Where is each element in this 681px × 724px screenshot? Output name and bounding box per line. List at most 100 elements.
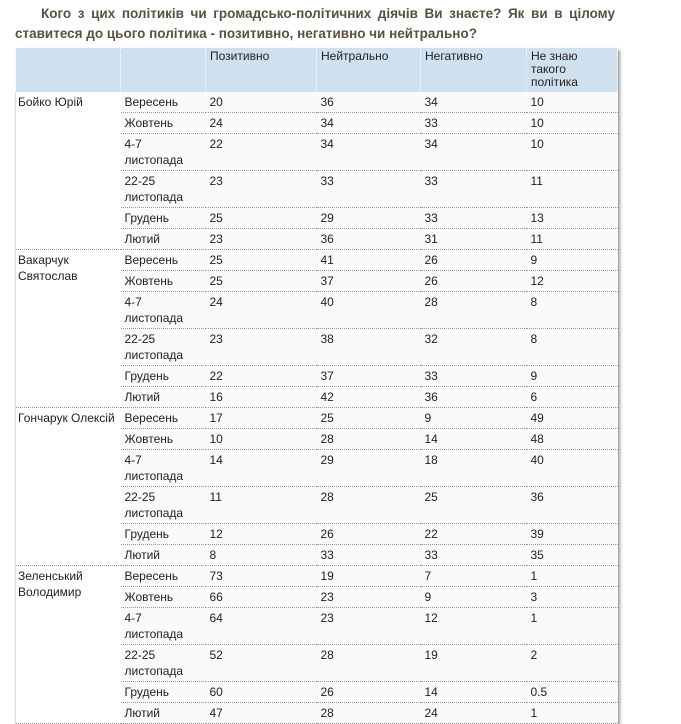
negative-cell: 25 [420, 486, 527, 524]
positive-cell: 60 [205, 681, 317, 703]
neutral-cell: 34 [316, 133, 421, 171]
dont-know-cell: 6 [526, 386, 618, 408]
period-cell: 22-25 листопада [120, 328, 206, 366]
positive-cell: 10 [205, 428, 317, 450]
positive-cell: 24 [205, 112, 317, 134]
negative-cell: 24 [420, 702, 527, 724]
neutral-cell: 29 [316, 449, 421, 487]
dont-know-cell: 0.5 [526, 681, 618, 703]
negative-cell: 34 [420, 133, 527, 171]
positive-cell: 14 [205, 449, 317, 487]
table-row: Вакарчук Святослав Вересень 25 41 26 9 [15, 249, 618, 408]
period-cell: 22-25 листопада [120, 644, 206, 682]
table-row: 22-25 листопада 23 33 33 11 [16, 170, 618, 208]
period-cell: 4-7 листопада [120, 133, 206, 171]
positive-cell: 8 [205, 544, 317, 566]
politician-name: Зеленський Володимир [15, 565, 121, 724]
header-neutral: Нейтрально [316, 48, 421, 92]
positive-cell: 22 [205, 133, 317, 171]
neutral-cell: 29 [316, 207, 421, 229]
table-row: 4-7 листопада 14 29 18 40 [16, 449, 618, 487]
table-row: Лютий 23 36 31 11 [16, 228, 618, 250]
neutral-cell: 19 [316, 565, 421, 587]
dont-know-cell: 39 [526, 523, 618, 545]
table-row: Жовтень 24 34 33 10 [16, 112, 618, 134]
neutral-cell: 23 [316, 586, 421, 608]
period-cell: Грудень [120, 523, 206, 545]
positive-cell: 25 [205, 249, 317, 271]
politician-name: Бойко Юрій [15, 92, 121, 250]
period-cell: 4-7 листопада [120, 291, 206, 329]
period-cell: Лютий [120, 544, 206, 566]
positive-cell: 73 [205, 565, 317, 587]
period-cell: Вересень [120, 407, 206, 429]
period-cell: 4-7 листопада [120, 449, 206, 487]
neutral-cell: 28 [316, 702, 421, 724]
dont-know-cell: 1 [526, 607, 618, 645]
positive-cell: 23 [205, 170, 317, 208]
header-dont-know: Не знаю такого політика [526, 48, 618, 92]
positive-cell: 11 [205, 486, 317, 524]
period-cell: Жовтень [120, 428, 206, 450]
table-row: Грудень 25 29 33 13 [16, 207, 618, 229]
positive-cell: 23 [205, 228, 317, 250]
positive-cell: 16 [205, 386, 317, 408]
period-cell: Жовтень [120, 586, 206, 608]
dont-know-cell: 10 [526, 112, 618, 134]
negative-cell: 31 [420, 228, 527, 250]
neutral-cell: 28 [316, 486, 421, 524]
table-row: 4-7 листопада 24 40 28 8 [16, 291, 618, 329]
neutral-cell: 41 [316, 249, 421, 271]
header-positive: Позитивно [205, 48, 317, 92]
positive-cell: 47 [205, 702, 317, 724]
dont-know-cell: 49 [526, 407, 618, 429]
table-row: Гончарук Олексій Вересень 17 25 9 49 [15, 407, 618, 566]
positive-cell: 25 [205, 270, 317, 292]
period-cell: Вересень [120, 249, 206, 271]
negative-cell: 19 [420, 644, 527, 682]
positive-cell: 66 [205, 586, 317, 608]
table-row: Зеленський Володимир Вересень 73 19 7 1 [15, 565, 618, 724]
dont-know-cell: 11 [526, 170, 618, 208]
period-cell: Лютий [120, 228, 206, 250]
neutral-cell: 28 [316, 428, 421, 450]
dont-know-cell: 48 [526, 428, 618, 450]
neutral-cell: 34 [316, 112, 421, 134]
negative-cell: 12 [420, 607, 527, 645]
dont-know-cell: 9 [526, 249, 618, 271]
dont-know-cell: 12 [526, 270, 618, 292]
header-period [120, 48, 206, 92]
table-row: 22-25 листопада 11 28 25 36 [16, 486, 618, 524]
dont-know-cell: 13 [526, 207, 618, 229]
positive-cell: 64 [205, 607, 317, 645]
dont-know-cell: 1 [526, 565, 618, 587]
neutral-cell: 33 [316, 170, 421, 208]
question-text: Кого з цих політиків чи громадсько-політ… [15, 6, 615, 41]
negative-cell: 33 [420, 544, 527, 566]
negative-cell: 32 [420, 328, 527, 366]
dont-know-cell: 40 [526, 449, 618, 487]
positive-cell: 23 [205, 328, 317, 366]
neutral-cell: 28 [316, 644, 421, 682]
dont-know-cell: 8 [526, 291, 618, 329]
negative-cell: 7 [420, 565, 527, 587]
neutral-cell: 40 [316, 291, 421, 329]
positive-cell: 12 [205, 523, 317, 545]
dont-know-cell: 10 [526, 133, 618, 171]
politician-name: Вакарчук Святослав [15, 249, 121, 408]
dont-know-cell: 8 [526, 328, 618, 366]
period-cell: Лютий [120, 702, 206, 724]
negative-cell: 28 [420, 291, 527, 329]
negative-cell: 26 [420, 270, 527, 292]
neutral-cell: 25 [316, 407, 421, 429]
period-cell: Грудень [120, 207, 206, 229]
period-cell: Лютий [120, 386, 206, 408]
neutral-cell: 26 [316, 681, 421, 703]
neutral-cell: 37 [316, 270, 421, 292]
neutral-cell: 37 [316, 365, 421, 387]
period-cell: Жовтень [120, 112, 206, 134]
table-row: Лютий 8 33 33 35 [16, 544, 618, 566]
neutral-cell: 23 [316, 607, 421, 645]
positive-cell: 17 [205, 407, 317, 429]
negative-cell: 14 [420, 428, 527, 450]
